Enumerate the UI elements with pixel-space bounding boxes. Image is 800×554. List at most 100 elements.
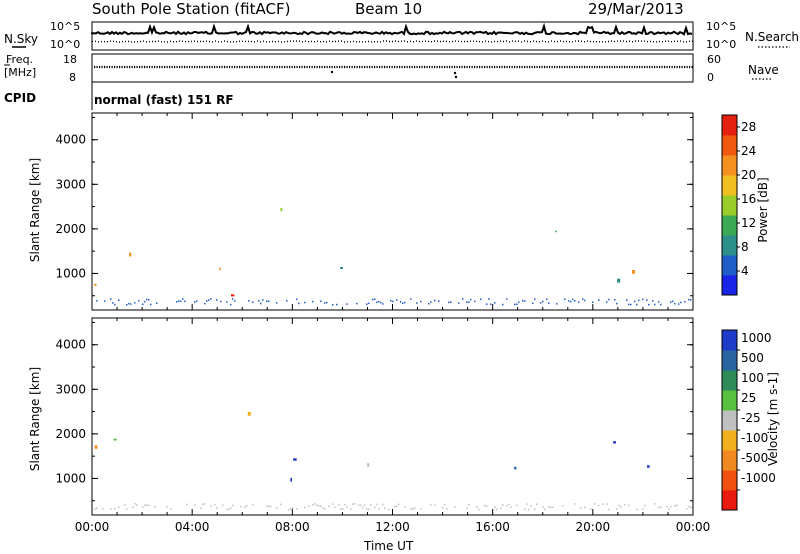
power-echo-cell bbox=[129, 252, 132, 257]
velocity-echo-field bbox=[94, 411, 650, 482]
velocity-colorbar-tick-label: 100 bbox=[741, 371, 764, 385]
power-ground-scatter-cell bbox=[260, 302, 262, 305]
noise-search-line bbox=[92, 40, 693, 43]
power-ground-scatter-cell bbox=[392, 300, 394, 303]
freq-outlier-dot bbox=[454, 75, 458, 79]
power-ytick-label: 2000 bbox=[55, 222, 86, 236]
velocity-ground-scatter-cell bbox=[270, 505, 272, 508]
velocity-ground-scatter-cell bbox=[536, 503, 538, 505]
velocity-colorbar-tick-label: -500 bbox=[741, 451, 768, 465]
velocity-ground-scatter-cell bbox=[516, 504, 518, 507]
velocity-ground-scatter-cell bbox=[594, 503, 596, 505]
velocity-ground-scatter-cell bbox=[186, 503, 188, 506]
power-colorbar-segment bbox=[722, 155, 737, 176]
power-colorbar-tick-label: 4 bbox=[741, 264, 749, 278]
velocity-ground-scatter-cell bbox=[308, 505, 310, 507]
time-tick-label: 08:00 bbox=[275, 520, 310, 534]
velocity-ground-scatter-cell bbox=[376, 503, 378, 506]
power-ground-scatter-cell bbox=[556, 303, 558, 305]
power-ground-scatter-cell bbox=[614, 299, 616, 301]
velocity-ground-scatter-cell bbox=[354, 503, 356, 505]
power-ground-scatter-cell bbox=[296, 298, 298, 300]
velocity-ground-scatter-cell bbox=[146, 504, 148, 506]
power-ground-scatter-cell bbox=[142, 303, 144, 305]
power-panel-frame bbox=[91, 112, 694, 311]
velocity-ground-scatter-cell bbox=[674, 505, 676, 507]
velocity-colorbar-segment bbox=[722, 490, 737, 511]
power-ground-scatter-cell bbox=[490, 303, 492, 305]
velocity-ground-scatter-cell bbox=[114, 507, 116, 510]
velocity-ground-scatter-cell bbox=[362, 506, 364, 509]
velocity-ground-scatter-cell bbox=[574, 503, 576, 505]
power-ground-scatter-cell bbox=[564, 298, 566, 300]
power-ground-scatter-cell bbox=[494, 302, 496, 304]
velocity-ground-scatter-cell bbox=[230, 507, 232, 509]
velocity-colorbar-frame bbox=[721, 329, 738, 511]
velocity-ground-scatter-cell bbox=[246, 504, 248, 507]
power-ground-scatter-cell bbox=[546, 298, 548, 300]
power-ground-scatter-cell bbox=[572, 298, 574, 301]
power-ground-scatter-cell bbox=[204, 302, 206, 305]
power-colorbar-segment bbox=[722, 235, 737, 256]
velocity-echo-cell bbox=[613, 441, 616, 444]
velocity-ground-scatter-cell bbox=[620, 506, 622, 508]
power-ground-scatter-cell bbox=[416, 302, 418, 304]
velocity-ground-scatter-cell bbox=[366, 508, 368, 510]
power-echo-cell bbox=[280, 208, 283, 212]
power-ytick-label: 4000 bbox=[55, 133, 86, 147]
power-ground-scatter-cell bbox=[324, 302, 326, 304]
velocity-ground-scatter-cell bbox=[478, 508, 480, 511]
power-ground-scatter-cell bbox=[156, 302, 158, 304]
power-colorbar-segment bbox=[722, 255, 737, 276]
power-ground-scatter-cell bbox=[356, 302, 358, 305]
power-ground-scatter-cell bbox=[574, 300, 576, 302]
power-ground-scatter-cell bbox=[196, 300, 198, 302]
power-ground-scatter-cell bbox=[506, 298, 508, 300]
velocity-ground-scatter-cell bbox=[340, 508, 342, 510]
time-tick-label: 12:00 bbox=[375, 520, 410, 534]
power-ground-scatter-cell bbox=[226, 301, 228, 303]
velocity-ground-scatter-cell bbox=[170, 508, 172, 510]
velocity-ground-scatter-cell bbox=[102, 508, 104, 510]
power-ground-scatter-cell bbox=[176, 301, 178, 303]
velocity-ground-scatter-cell bbox=[562, 505, 564, 507]
velocity-ground-scatter-cell bbox=[690, 506, 692, 509]
time-tick-label: 00:00 bbox=[676, 520, 711, 534]
power-ylabel: Slant Range [km] bbox=[28, 157, 42, 263]
power-ground-scatter-cell bbox=[652, 300, 654, 302]
velocity-ground-scatter-cell bbox=[94, 508, 96, 510]
power-ground-scatter-cell bbox=[320, 300, 322, 302]
velocity-ground-scatter-cell bbox=[670, 506, 672, 508]
velocity-ground-scatter-cell bbox=[358, 504, 360, 506]
power-ground-scatter-cell bbox=[144, 300, 146, 303]
power-ground-scatter-cell bbox=[638, 299, 640, 302]
power-echo-cell bbox=[231, 294, 235, 297]
velocity-ground-scatter-cell bbox=[346, 506, 348, 508]
velocity-ground-scatter-cell bbox=[154, 506, 156, 508]
velocity-ground-scatter-cell bbox=[454, 506, 456, 508]
power-ground-scatter-cell bbox=[372, 298, 374, 301]
velocity-ground-scatter-cell bbox=[668, 508, 670, 511]
velocity-ground-scatter-cell bbox=[312, 504, 314, 506]
velocity-colorbar-tick-label: 500 bbox=[741, 351, 764, 365]
velocity-colorbar-tick-label: -25 bbox=[741, 411, 761, 425]
velocity-colorbar-segment bbox=[722, 410, 737, 431]
power-ground-scatter-cell bbox=[462, 298, 464, 300]
time-axis-label: Time UT bbox=[364, 539, 414, 553]
power-ground-scatter-cell bbox=[346, 303, 348, 305]
velocity-ground-scatter-cell bbox=[550, 506, 552, 509]
power-ground-scatter-cell bbox=[266, 300, 268, 302]
velocity-echo-cell bbox=[113, 438, 117, 441]
power-ground-scatter-cell bbox=[598, 299, 600, 301]
power-ground-scatter-cell bbox=[420, 300, 422, 303]
velocity-ground-scatter-cell bbox=[352, 503, 354, 505]
noise-tick-right-top: 10^5 bbox=[706, 20, 737, 33]
power-ground-scatter-cell bbox=[502, 303, 504, 306]
power-ground-scatter-cell bbox=[654, 303, 656, 306]
velocity-ytick-label: 4000 bbox=[55, 338, 86, 352]
velocity-ground-scatter-cell bbox=[148, 504, 150, 507]
velocity-ground-scatter-cell bbox=[584, 506, 586, 509]
velocity-ground-scatter-cell bbox=[394, 505, 396, 507]
velocity-ground-scatter-cell bbox=[304, 506, 306, 509]
